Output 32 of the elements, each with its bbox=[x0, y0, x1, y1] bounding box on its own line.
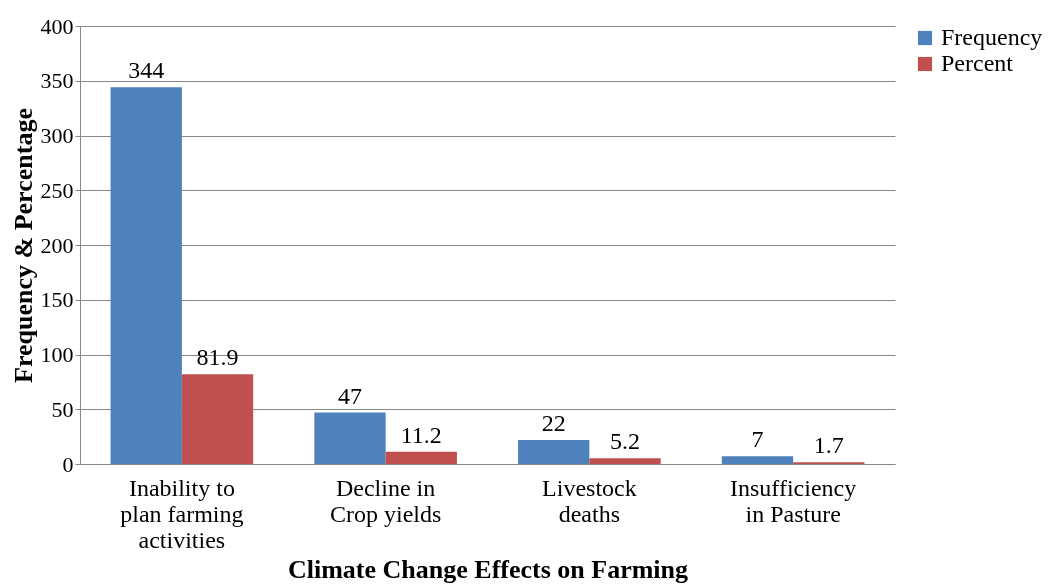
y-tick-label: 250 bbox=[40, 177, 74, 203]
x-tick-label: Livestock deaths bbox=[542, 474, 637, 527]
bar bbox=[721, 456, 794, 464]
data-label: 81.9 bbox=[196, 344, 239, 371]
x-axis-title: Climate Change Effects on Farming bbox=[287, 554, 689, 584]
y-tick-label: 50 bbox=[51, 396, 74, 422]
y-tick-label: 200 bbox=[40, 232, 74, 258]
bar bbox=[110, 87, 182, 464]
data-label: 5.2 bbox=[610, 428, 641, 455]
bar bbox=[385, 451, 457, 464]
x-tick-label: Insufficiency in Pasture bbox=[730, 474, 857, 527]
x-tick-label: Decline in Crop yields bbox=[329, 474, 442, 527]
y-axis-title: Frequency & Percentage bbox=[8, 108, 38, 383]
bar bbox=[589, 458, 661, 464]
y-tick-label: 300 bbox=[40, 123, 74, 148]
legend-label: Percent bbox=[941, 50, 1014, 76]
data-label: 1.7 bbox=[813, 432, 844, 459]
y-tick-label: 150 bbox=[40, 287, 74, 313]
bar bbox=[181, 374, 254, 464]
bar bbox=[518, 439, 590, 464]
y-tick-label: 100 bbox=[40, 342, 74, 367]
y-tick-label: 350 bbox=[40, 68, 74, 94]
data-label: 344 bbox=[128, 57, 165, 84]
legend-label: Frequency bbox=[941, 24, 1043, 50]
y-tick-label: 0 bbox=[62, 451, 74, 477]
data-label: 7 bbox=[751, 426, 764, 453]
bar bbox=[314, 412, 386, 464]
data-label: 22 bbox=[541, 409, 566, 436]
data-label: 47 bbox=[337, 382, 362, 409]
y-tick-label: 400 bbox=[40, 13, 74, 39]
x-tick-label: Inability to plan farming activities bbox=[120, 474, 244, 553]
data-label: 11.2 bbox=[400, 421, 442, 448]
